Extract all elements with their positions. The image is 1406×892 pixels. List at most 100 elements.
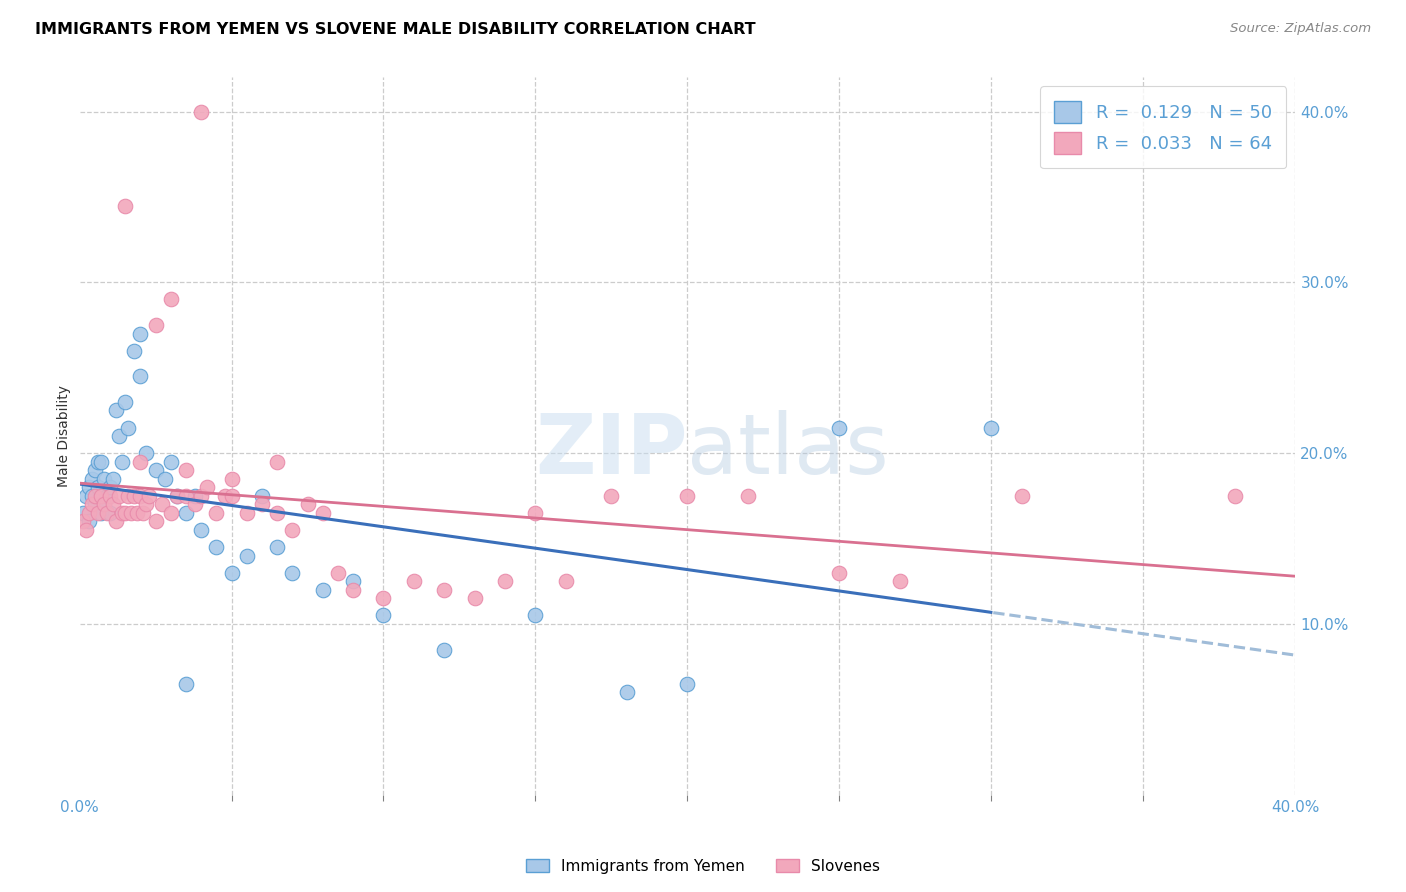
Point	[83, 463, 105, 477]
Point	[87, 455, 110, 469]
Point	[104, 515, 127, 529]
Point	[145, 318, 167, 332]
Point	[122, 489, 145, 503]
Point	[524, 506, 547, 520]
Point	[98, 489, 121, 503]
Point	[1011, 489, 1033, 503]
Point	[129, 489, 152, 503]
Point	[205, 506, 228, 520]
Point	[266, 506, 288, 520]
Point	[114, 198, 136, 212]
Point	[135, 497, 157, 511]
Point	[190, 104, 212, 119]
Point	[342, 582, 364, 597]
Point	[153, 472, 176, 486]
Point	[104, 403, 127, 417]
Point	[433, 642, 456, 657]
Point	[132, 506, 155, 520]
Point	[77, 480, 100, 494]
Legend: Immigrants from Yemen, Slovenes: Immigrants from Yemen, Slovenes	[520, 853, 886, 880]
Point	[266, 455, 288, 469]
Point	[83, 489, 105, 503]
Point	[145, 463, 167, 477]
Point	[83, 497, 105, 511]
Point	[174, 463, 197, 477]
Point	[93, 497, 115, 511]
Point	[1223, 489, 1246, 503]
Point	[159, 455, 181, 469]
Point	[312, 506, 335, 520]
Point	[101, 497, 124, 511]
Point	[159, 506, 181, 520]
Point	[114, 395, 136, 409]
Point	[174, 676, 197, 690]
Point	[174, 489, 197, 503]
Point	[373, 608, 395, 623]
Point	[174, 506, 197, 520]
Point	[114, 506, 136, 520]
Point	[221, 472, 243, 486]
Point	[127, 506, 149, 520]
Point	[166, 489, 188, 503]
Point	[281, 566, 304, 580]
Point	[524, 608, 547, 623]
Y-axis label: Male Disability: Male Disability	[58, 385, 72, 487]
Point	[312, 582, 335, 597]
Point	[195, 480, 218, 494]
Text: Source: ZipAtlas.com: Source: ZipAtlas.com	[1230, 22, 1371, 36]
Point	[87, 506, 110, 520]
Point	[980, 420, 1002, 434]
Point	[402, 574, 425, 589]
Point	[75, 489, 97, 503]
Point	[98, 480, 121, 494]
Point	[90, 506, 112, 520]
Point	[90, 489, 112, 503]
Point	[72, 515, 94, 529]
Point	[433, 582, 456, 597]
Point	[108, 489, 131, 503]
Point	[150, 497, 173, 511]
Point	[108, 429, 131, 443]
Point	[117, 420, 139, 434]
Point	[184, 497, 207, 511]
Point	[266, 540, 288, 554]
Point	[464, 591, 486, 606]
Point	[87, 480, 110, 494]
Point	[297, 497, 319, 511]
Point	[77, 515, 100, 529]
Point	[120, 506, 142, 520]
Point	[135, 446, 157, 460]
Point	[129, 455, 152, 469]
Point	[101, 472, 124, 486]
Point	[221, 489, 243, 503]
Point	[828, 566, 851, 580]
Point	[221, 566, 243, 580]
Point	[205, 540, 228, 554]
Point	[117, 489, 139, 503]
Point	[342, 574, 364, 589]
Point	[250, 497, 273, 511]
Text: IMMIGRANTS FROM YEMEN VS SLOVENE MALE DISABILITY CORRELATION CHART: IMMIGRANTS FROM YEMEN VS SLOVENE MALE DI…	[35, 22, 756, 37]
Point	[98, 506, 121, 520]
Point	[190, 489, 212, 503]
Text: atlas: atlas	[688, 410, 889, 491]
Point	[676, 676, 699, 690]
Point	[145, 515, 167, 529]
Point	[111, 506, 134, 520]
Point	[373, 591, 395, 606]
Point	[72, 506, 94, 520]
Point	[122, 343, 145, 358]
Point	[214, 489, 236, 503]
Legend: R =  0.129   N = 50, R =  0.033   N = 64: R = 0.129 N = 50, R = 0.033 N = 64	[1040, 87, 1286, 169]
Point	[96, 489, 118, 503]
Point	[129, 326, 152, 341]
Point	[80, 472, 103, 486]
Point	[96, 506, 118, 520]
Point	[159, 293, 181, 307]
Point	[828, 420, 851, 434]
Point	[737, 489, 759, 503]
Point	[129, 369, 152, 384]
Point	[80, 489, 103, 503]
Point	[554, 574, 576, 589]
Point	[80, 497, 103, 511]
